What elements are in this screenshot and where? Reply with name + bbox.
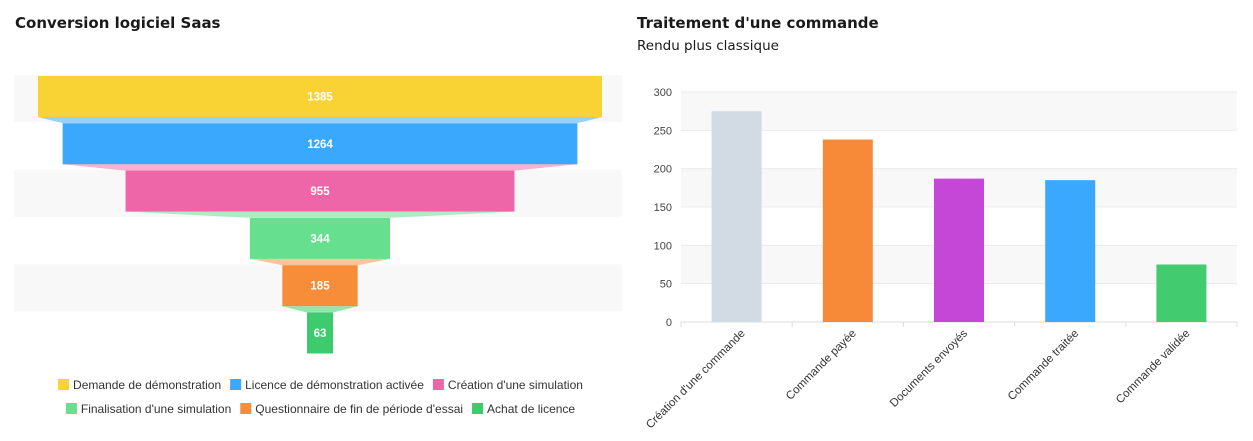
legend-swatch — [472, 403, 484, 414]
bar — [934, 178, 984, 322]
legend-label: Questionnaire de fin de période d'essai — [255, 402, 463, 416]
funnel-value-label: 344 — [310, 233, 330, 245]
funnel-connector — [249, 258, 391, 266]
y-tick-label: 250 — [654, 125, 672, 137]
legend-swatch — [230, 379, 242, 390]
legend-label: Création d'une simulation — [448, 378, 583, 392]
bar — [1156, 264, 1207, 322]
legend-swatch — [432, 379, 444, 390]
x-tick-label: Documents envoyés — [888, 327, 970, 409]
funnel-segment — [125, 170, 515, 212]
y-tick-label: 300 — [654, 87, 672, 99]
funnel-value-label: 1264 — [307, 139, 333, 151]
bar-title: Traitement d'une commande — [637, 14, 879, 32]
y-tick-label: 0 — [666, 317, 672, 329]
legend-label: Licence de démonstration activée — [245, 378, 424, 392]
funnel-connector — [62, 164, 578, 171]
x-tick-label: Création d'une commande — [644, 328, 748, 432]
funnel-segment — [282, 265, 358, 307]
funnel-segment — [62, 123, 578, 165]
funnel-connector — [282, 306, 358, 313]
funnel-value-label: 1385 — [307, 92, 333, 104]
x-tick-label: Commande traitée — [1006, 328, 1081, 403]
y-tick-label: 50 — [660, 279, 672, 291]
legend-label: Achat de licence — [487, 402, 575, 416]
funnel-segment — [307, 312, 333, 354]
funnel-value-label: 955 — [310, 186, 330, 198]
funnel-segment — [249, 217, 391, 259]
funnel-segment — [38, 76, 602, 117]
y-tick-label: 200 — [654, 164, 672, 176]
grid-band — [681, 92, 1237, 131]
funnel-value-label: 63 — [314, 328, 327, 340]
x-tick-label: Commande validée — [1114, 328, 1193, 407]
bar — [1045, 180, 1096, 322]
legend-swatch — [240, 403, 252, 414]
bar-subtitle: Rendu plus classique — [637, 38, 779, 54]
legend-label: Demande de démonstration — [73, 378, 221, 392]
y-tick-label: 100 — [654, 240, 672, 252]
funnel-title: Conversion logiciel Saas — [15, 14, 221, 32]
y-tick-label: 150 — [654, 202, 672, 214]
funnel-value-label: 185 — [310, 281, 330, 293]
bar — [711, 111, 762, 323]
x-tick-label: Commande payée — [784, 328, 859, 403]
legend-label: Finalisation d'une simulation — [81, 402, 231, 416]
funnel-connector — [38, 117, 602, 124]
funnel-connector — [125, 211, 515, 218]
legend-swatch — [65, 403, 77, 414]
bar — [822, 139, 873, 322]
legend-swatch — [58, 379, 70, 390]
